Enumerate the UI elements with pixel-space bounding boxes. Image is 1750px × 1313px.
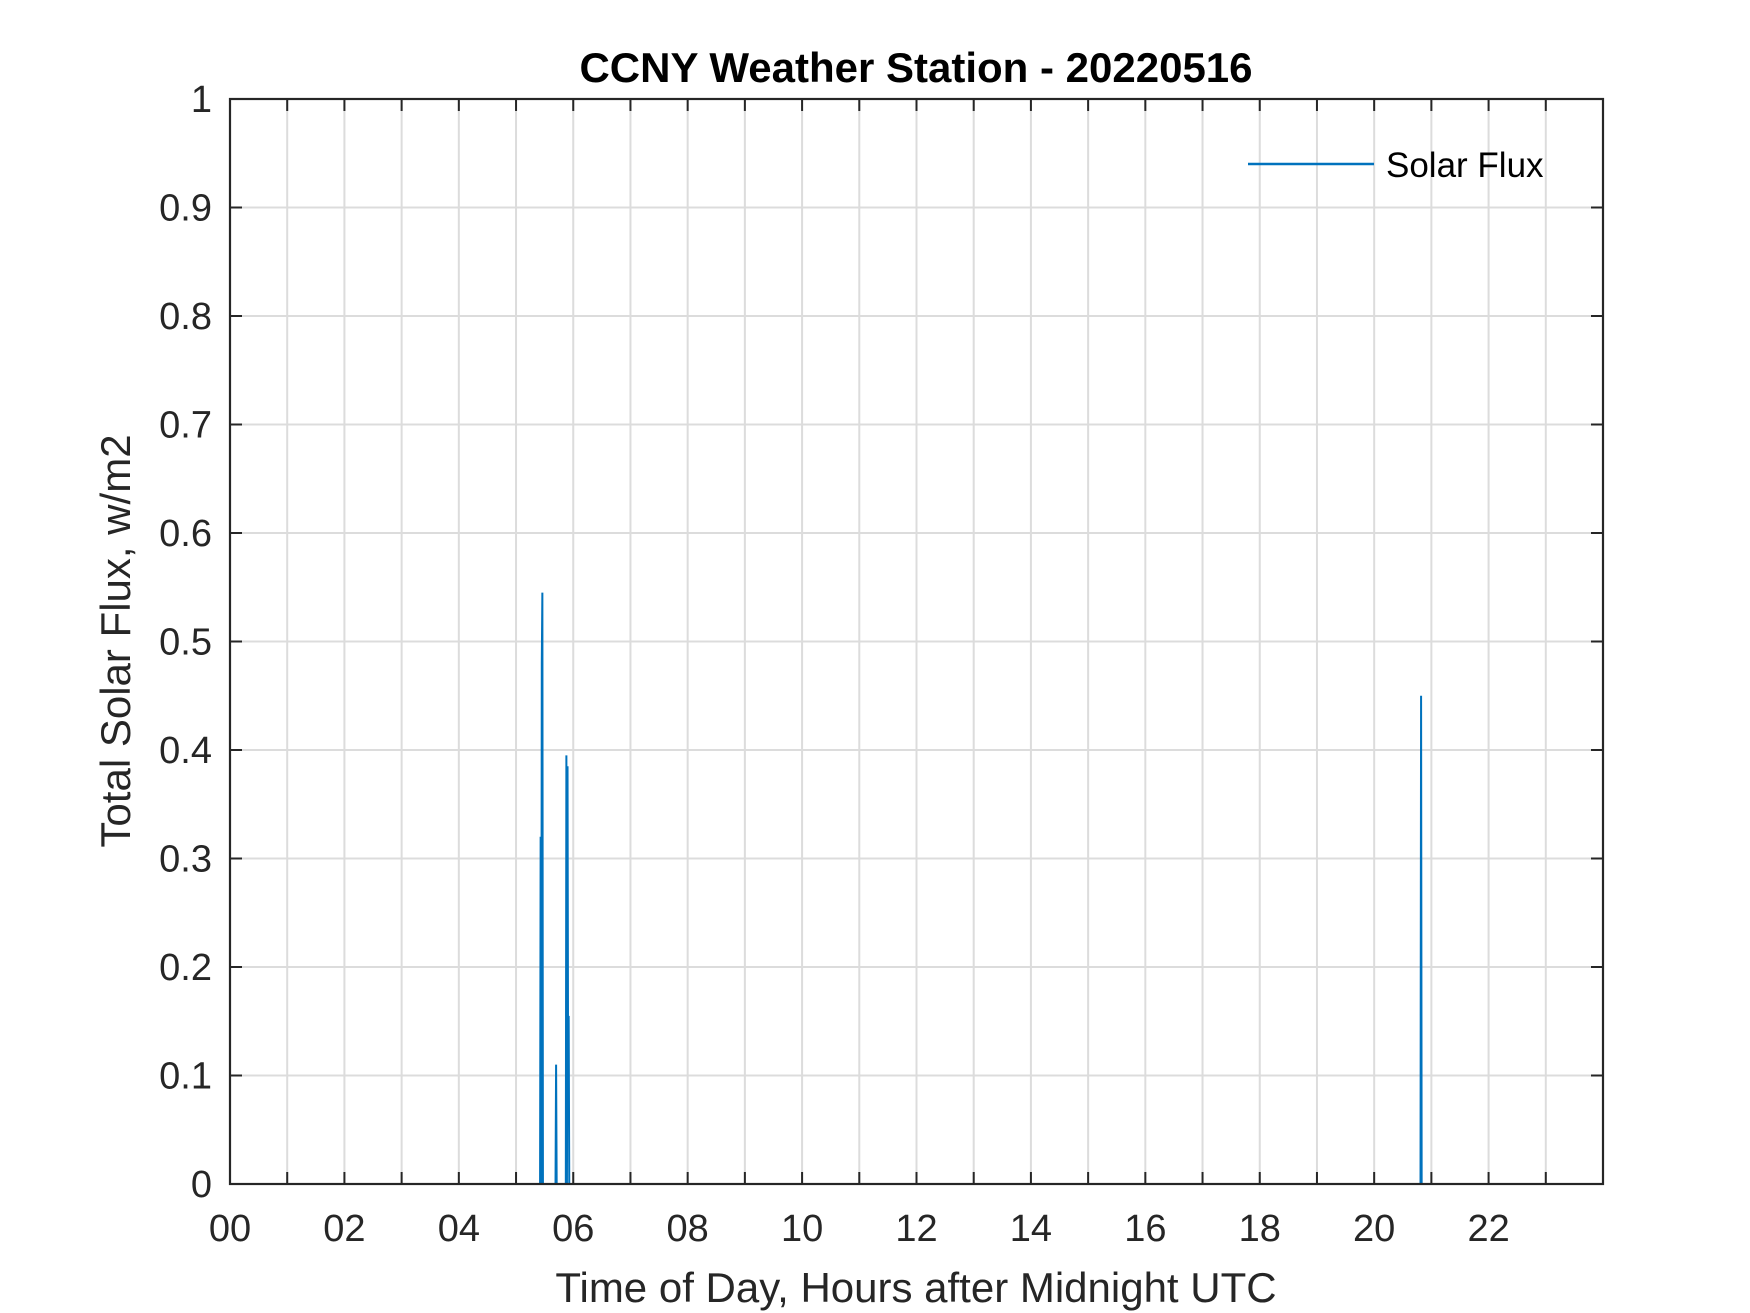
y-tick-label: 0.4 xyxy=(159,730,212,772)
axes-box xyxy=(228,97,1605,1186)
chart-title: CCNY Weather Station - 20220516 xyxy=(579,44,1252,91)
x-tick-label: 16 xyxy=(1124,1208,1166,1250)
x-tick-label: 20 xyxy=(1353,1208,1395,1250)
legend-label-solar-flux: Solar Flux xyxy=(1386,146,1544,185)
y-tick-label: 0.1 xyxy=(159,1056,212,1098)
x-tick-label: 04 xyxy=(438,1208,480,1250)
y-tick-label: 0.8 xyxy=(159,296,212,338)
x-tick-label: 10 xyxy=(781,1208,823,1250)
y-tick-label: 0 xyxy=(191,1164,212,1206)
y-tick-label: 0.5 xyxy=(159,622,212,664)
x-tick-label: 22 xyxy=(1467,1208,1509,1250)
x-tick-label: 08 xyxy=(667,1208,709,1250)
x-tick-label: 00 xyxy=(209,1208,251,1250)
legend: Solar Flux xyxy=(1248,146,1544,185)
x-tick-label: 02 xyxy=(323,1208,365,1250)
y-tick-label: 0.3 xyxy=(159,839,212,881)
y-tick-label: 0.7 xyxy=(159,405,212,447)
y-tick-labels: 0 0.1 0.2 0.3 0.4 0.5 0.6 0.7 0.8 0.9 1 xyxy=(159,79,212,1206)
y-tick-label: 0.9 xyxy=(159,188,212,230)
tick-marks xyxy=(229,98,1603,1185)
x-tick-label: 18 xyxy=(1239,1208,1281,1250)
y-tick-label: 0.2 xyxy=(159,947,212,989)
y-tick-label: 1 xyxy=(191,79,212,121)
x-axis-label: Time of Day, Hours after Midnight UTC xyxy=(555,1264,1276,1311)
x-tick-label: 06 xyxy=(552,1208,594,1250)
y-tick-label: 0.6 xyxy=(159,513,212,555)
grid-lines xyxy=(230,99,1603,1184)
x-tick-labels: 00 02 04 06 08 10 12 14 16 18 20 22 xyxy=(209,1208,1510,1250)
x-tick-label: 14 xyxy=(1010,1208,1052,1250)
y-axis-label: Total Solar Flux, w/m2 xyxy=(92,434,139,847)
x-tick-label: 12 xyxy=(895,1208,937,1250)
